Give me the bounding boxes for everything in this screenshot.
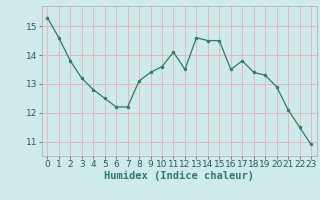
X-axis label: Humidex (Indice chaleur): Humidex (Indice chaleur): [104, 171, 254, 181]
